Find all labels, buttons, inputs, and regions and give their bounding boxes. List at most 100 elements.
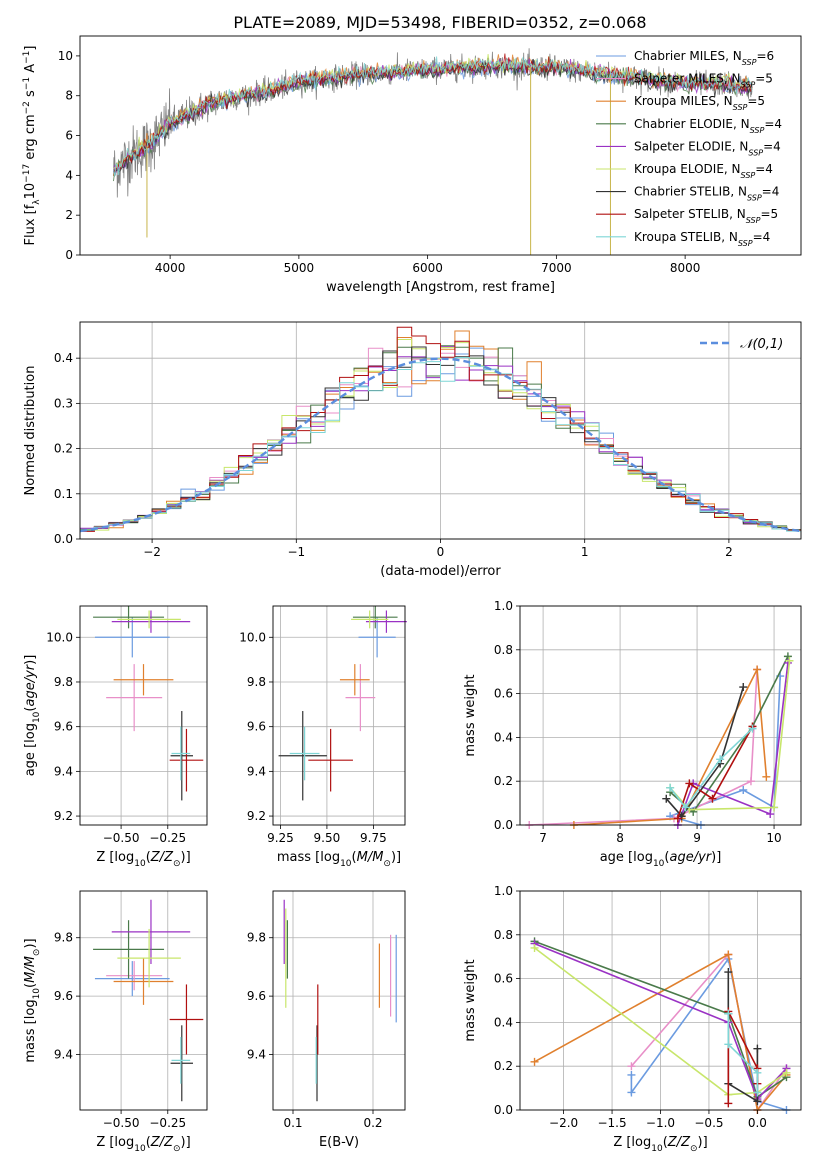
y-tick-label: 9.6 (54, 720, 73, 734)
y-tick-label: 0.6 (494, 687, 513, 701)
y-tick-label: 9.4 (54, 1048, 73, 1062)
y-tick-label: 8 (65, 89, 73, 103)
weight-marker (746, 777, 755, 786)
weight-marker (762, 772, 771, 781)
legend-label: Salpeter MILES, NSSP=5 (634, 72, 773, 90)
reference-legend-label: 𝒩(0,1) (740, 337, 783, 352)
y-axis-label: Normed distribution (23, 366, 38, 496)
x-tick-label: 9.25 (267, 831, 294, 845)
x-axis-label: (data-model)/error (380, 564, 501, 579)
y-tick-label: 10 (58, 49, 73, 63)
weight-marker (627, 1070, 636, 1079)
weight-marker (770, 803, 779, 812)
weight-marker (681, 803, 690, 812)
weight-marker (627, 1088, 636, 1097)
y-tick-label: 4 (65, 168, 73, 182)
y-tick-label: 10.0 (239, 630, 266, 644)
weight-marker (716, 755, 725, 764)
weight-marker (666, 783, 675, 792)
weight-series-line (665, 686, 745, 818)
weight-marker (766, 810, 775, 819)
y-tick-label: 9.6 (247, 720, 266, 734)
legend-label: Salpeter ELODIE, NSSP=4 (634, 139, 781, 157)
x-axis-label: age [log10(age/yr)] (600, 850, 722, 869)
y-tick-label: 0.3 (54, 396, 73, 410)
y-tick-label: 0.8 (494, 928, 513, 942)
weight-series-line (677, 662, 789, 826)
y-tick-label: 0.2 (494, 774, 513, 788)
weight-marker (753, 665, 762, 674)
y-tick-label: 10.0 (46, 630, 73, 644)
y-tick-label: 6 (65, 129, 73, 143)
y-tick-label: 0.8 (494, 643, 513, 657)
y-tick-label: 0.6 (494, 972, 513, 986)
y-tick-label: 9.4 (247, 764, 266, 778)
plot-frame (79, 321, 802, 540)
weight-marker (785, 656, 794, 665)
x-tick-label: −1.0 (646, 1116, 675, 1130)
x-tick-label: 0.0 (748, 1116, 767, 1130)
legend-label: Chabrier MILES, NSSP=6 (634, 49, 774, 67)
weight-marker (724, 1009, 733, 1018)
weight-series-line (529, 669, 758, 826)
x-tick-label: 4000 (155, 261, 186, 275)
y-tick-label: 0.0 (54, 532, 73, 546)
x-tick-label: −0.50 (103, 1116, 140, 1130)
figure-title: PLATE=2089, MJD=53498, FIBERID=0352, z=0… (233, 13, 646, 32)
x-tick-label: 9.75 (360, 831, 387, 845)
x-tick-label: 0.2 (363, 1116, 382, 1130)
x-tick-label: 8 (616, 831, 624, 845)
weight-marker (753, 1044, 762, 1053)
weight-marker (685, 779, 694, 788)
y-tick-label: 0.1 (54, 487, 73, 501)
x-tick-label: 9.50 (314, 831, 341, 845)
x-tick-label: 1 (581, 545, 589, 559)
y-tick-label: 0.2 (494, 1059, 513, 1073)
legend-label: Kroupa MILES, NSSP=5 (634, 94, 765, 112)
y-axis-label: Flux [fλ10−17 erg cm−2 s−1 A−1] (22, 46, 42, 246)
plot-frame (519, 605, 802, 826)
y-tick-label: 9.8 (54, 931, 73, 945)
spectrum-lines (113, 48, 753, 255)
weight-series-line (669, 728, 754, 809)
y-tick-label: 1.0 (494, 599, 513, 613)
y-tick-label: 0.4 (54, 351, 73, 365)
x-axis-label: E(B-V) (319, 1135, 359, 1150)
weight-marker (662, 794, 671, 803)
weight-series-line (534, 942, 788, 1101)
grid-layer (80, 322, 801, 1111)
weight-marker (627, 1062, 636, 1071)
legend-label: Chabrier STELIB, NSSP=4 (634, 185, 779, 203)
normal-reference-curve (80, 357, 801, 533)
weight-marker (739, 785, 748, 794)
y-tick-label: 0.4 (494, 730, 513, 744)
x-tick-label: −0.25 (149, 831, 186, 845)
y-tick-label: 0.0 (494, 1103, 513, 1117)
weight-marker (748, 724, 757, 733)
x-axis-label: Z [log10(Z/Z⊙)] (613, 1135, 707, 1154)
weight-series-line (727, 1013, 759, 1093)
x-tick-label: −0.25 (149, 1116, 186, 1130)
weight-marker (782, 1068, 791, 1077)
legend-layer: Chabrier MILES, NSSP=6 Salpeter MILES, NS… (596, 49, 783, 352)
weight-series-line (534, 947, 787, 1096)
x-tick-label: 8000 (670, 261, 701, 275)
histogram-step (80, 357, 801, 533)
x-tick-label: −1.5 (597, 1116, 626, 1130)
y-tick-label: 0 (65, 248, 73, 262)
plot-frame (272, 890, 406, 1111)
x-axis-label: wavelength [Angstrom, rest frame] (326, 280, 555, 295)
y-axis-label: mass [log10(M/M⊙)] (23, 938, 42, 1062)
x-tick-label: −1 (287, 545, 305, 559)
y-tick-label: 9.6 (247, 989, 266, 1003)
legend-label: Salpeter STELIB, NSSP=5 (634, 207, 778, 225)
x-axis-label: Z [log10(Z/Z⊙)] (96, 1135, 190, 1154)
plot-frame (79, 35, 802, 256)
y-tick-label: 9.4 (54, 764, 73, 778)
histograms (80, 326, 801, 534)
x-tick-label: −0.5 (694, 1116, 723, 1130)
x-tick-label: 7000 (541, 261, 572, 275)
weight-marker (753, 1068, 762, 1077)
y-tick-label: 9.2 (54, 809, 73, 823)
